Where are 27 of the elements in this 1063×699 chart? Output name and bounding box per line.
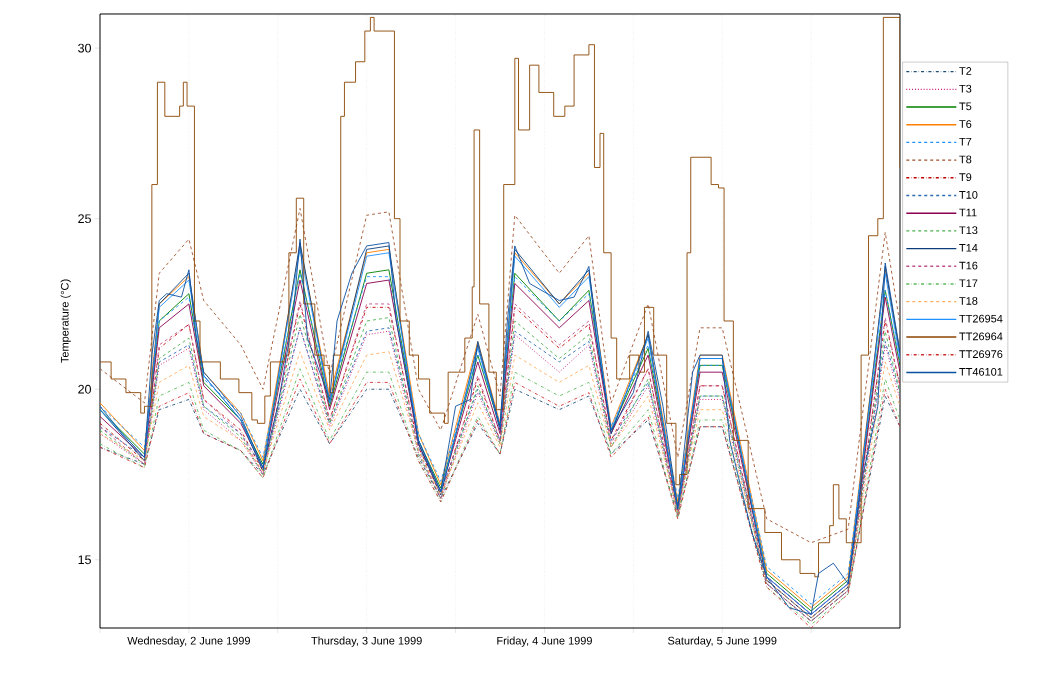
legend-label: TT26954 [959, 314, 1003, 323]
y-tick-label: 25 [78, 214, 91, 224]
legend-label: T11 [959, 208, 977, 217]
legend-label: T17 [959, 279, 978, 287]
legend-label: T14 [959, 244, 978, 252]
legend-label: TT26964 [959, 332, 1003, 341]
y-tick-label: 20 [78, 384, 91, 394]
legend-label: T16 [959, 261, 978, 270]
legend-label: T7 [959, 137, 972, 146]
y-tick-label: 30 [78, 43, 91, 53]
legend-label: T3 [959, 84, 972, 93]
y-tick-label: 15 [78, 555, 91, 565]
legend-label: T8 [959, 155, 972, 164]
legend-label: TT26976 [959, 350, 1003, 358]
y-axis-title: Temperature (°C) [60, 279, 71, 363]
legend-label: T6 [959, 120, 972, 128]
legend-label: T13 [959, 226, 978, 235]
legend-label: T10 [959, 190, 978, 199]
x-tick-label: Saturday, 5 June 1999 [668, 636, 777, 647]
x-tick-label: Friday, 4 June 1999 [497, 636, 592, 647]
x-tick-label: Wednesday, 2 June 1999 [127, 636, 250, 647]
legend-label: T2 [959, 67, 972, 75]
legend-label: TT46101 [959, 367, 1003, 376]
x-tick-label: Thursday, 3 June 1999 [311, 636, 422, 647]
legend-label: T9 [959, 173, 972, 182]
legend-label: T18 [959, 297, 978, 305]
legend-label: T5 [959, 102, 972, 111]
